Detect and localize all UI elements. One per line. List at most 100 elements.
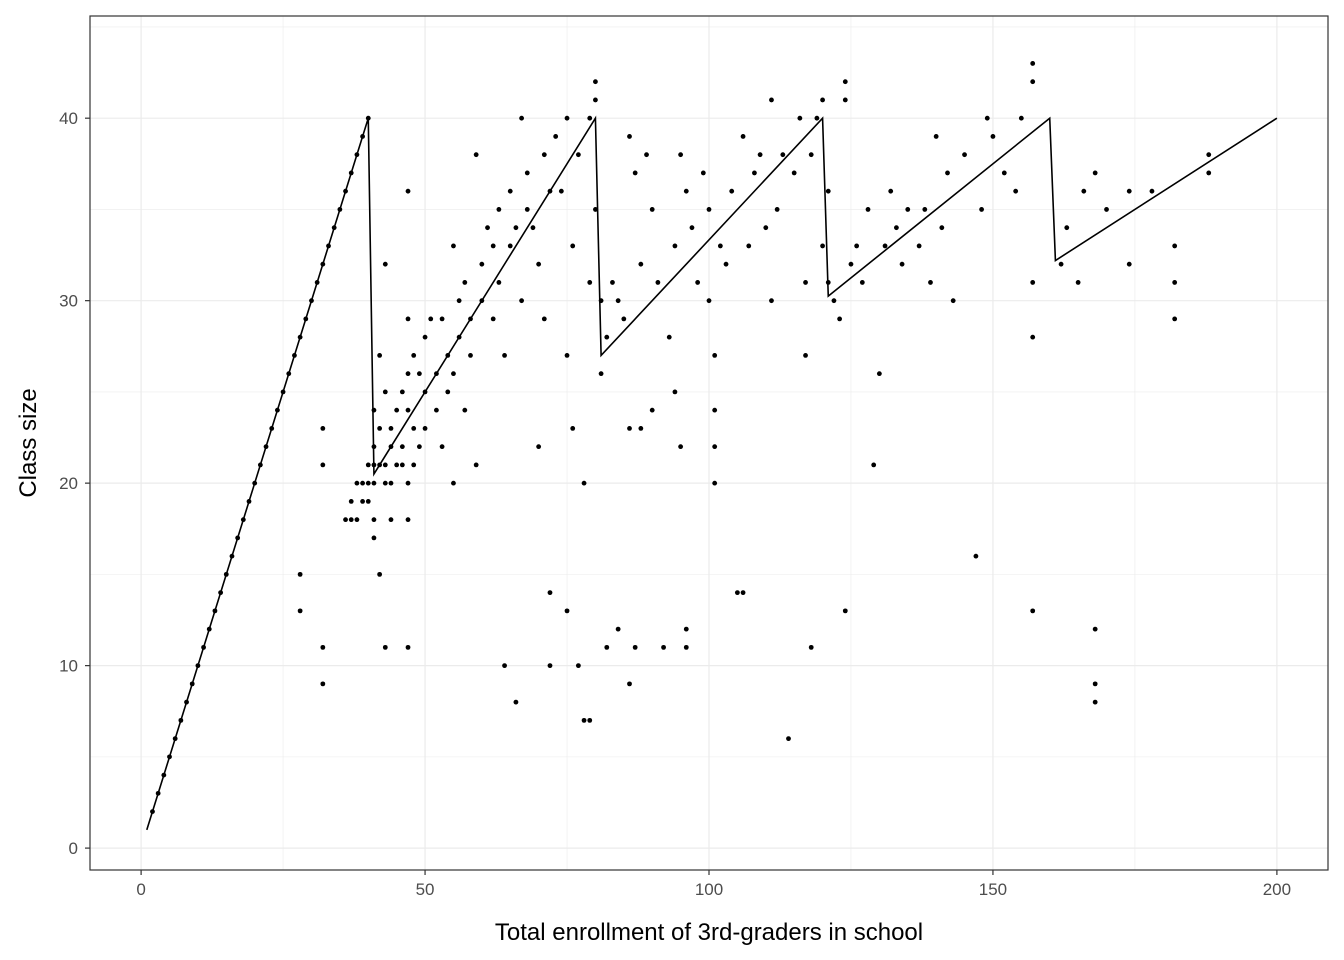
- data-point: [649, 207, 655, 212]
- data-point: [842, 79, 848, 85]
- data-point: [490, 243, 496, 249]
- data-point: [1030, 334, 1036, 340]
- data-point: [524, 170, 530, 176]
- data-point: [1092, 681, 1098, 687]
- data-point: [428, 316, 434, 322]
- data-point: [235, 535, 241, 541]
- data-point: [717, 243, 723, 249]
- data-point: [842, 97, 848, 103]
- data-point: [416, 371, 422, 377]
- data-point: [320, 681, 326, 687]
- data-point: [257, 462, 263, 468]
- x-axis-title: Total enrollment of 3rd-graders in schoo…: [495, 919, 923, 946]
- data-point: [365, 498, 371, 504]
- data-point: [547, 663, 553, 669]
- data-point: [1092, 170, 1098, 176]
- data-point: [945, 170, 950, 176]
- data-point: [564, 353, 570, 358]
- data-point: [405, 407, 411, 413]
- data-point: [394, 407, 400, 413]
- data-point: [712, 444, 718, 450]
- data-point: [683, 626, 689, 632]
- data-point: [354, 480, 360, 486]
- data-point: [712, 480, 718, 486]
- data-point: [1013, 188, 1019, 194]
- data-point: [649, 407, 655, 413]
- data-point: [752, 170, 757, 176]
- data-point: [320, 261, 326, 267]
- data-point: [683, 188, 689, 194]
- data-point: [399, 444, 405, 450]
- data-point: [394, 462, 400, 468]
- data-point: [411, 353, 417, 358]
- data-point: [1064, 225, 1070, 231]
- data-point: [1126, 261, 1132, 267]
- data-point: [848, 261, 854, 267]
- data-point: [496, 280, 502, 285]
- data-point: [519, 115, 524, 121]
- data-point: [1030, 61, 1036, 66]
- data-point: [581, 717, 587, 723]
- data-point: [820, 243, 825, 249]
- data-point: [598, 298, 604, 304]
- data-point: [411, 462, 417, 468]
- data-point: [405, 480, 411, 486]
- data-point: [1172, 316, 1178, 322]
- data-point: [422, 334, 428, 340]
- data-point: [348, 170, 354, 176]
- data-point: [422, 426, 428, 431]
- gridlines: [90, 16, 1328, 870]
- data-point: [1018, 115, 1024, 121]
- data-point: [689, 225, 695, 231]
- data-point: [587, 280, 593, 285]
- data-point: [604, 644, 610, 650]
- data-point: [1092, 699, 1098, 705]
- data-point: [309, 298, 314, 304]
- data-points: [150, 61, 1212, 815]
- data-point: [990, 134, 996, 139]
- data-point: [632, 644, 638, 650]
- data-point: [280, 389, 286, 395]
- y-tick-label: 10: [59, 657, 78, 676]
- data-point: [661, 644, 666, 650]
- data-point: [905, 207, 911, 212]
- data-point: [320, 644, 326, 650]
- data-point: [297, 608, 303, 614]
- data-point: [575, 152, 581, 158]
- data-point: [706, 207, 712, 212]
- data-point: [973, 553, 979, 559]
- data-point: [348, 517, 354, 523]
- data-point: [388, 444, 394, 450]
- data-point: [167, 754, 172, 760]
- data-point: [740, 590, 746, 596]
- data-point: [1030, 79, 1036, 85]
- data-point: [399, 462, 405, 468]
- data-point: [1030, 608, 1036, 614]
- data-point: [456, 334, 462, 340]
- data-point: [371, 407, 377, 413]
- data-point: [434, 371, 439, 377]
- data-point: [360, 134, 365, 139]
- data-point: [746, 243, 752, 249]
- data-point: [814, 115, 820, 121]
- data-point: [382, 644, 388, 650]
- data-point: [371, 517, 377, 523]
- data-point: [672, 243, 678, 249]
- data-point: [343, 517, 348, 523]
- data-point: [445, 353, 451, 358]
- data-point: [507, 243, 513, 249]
- data-point: [473, 462, 479, 468]
- data-point: [354, 517, 360, 523]
- data-point: [1030, 280, 1036, 285]
- y-tick-label: 30: [59, 292, 78, 311]
- data-point: [416, 444, 422, 450]
- data-point: [564, 608, 570, 614]
- data-point: [371, 535, 377, 541]
- data-point: [1126, 188, 1132, 194]
- data-point: [320, 462, 326, 468]
- data-point: [570, 426, 576, 431]
- data-point: [320, 426, 326, 431]
- data-point: [774, 207, 780, 212]
- data-point: [547, 590, 553, 596]
